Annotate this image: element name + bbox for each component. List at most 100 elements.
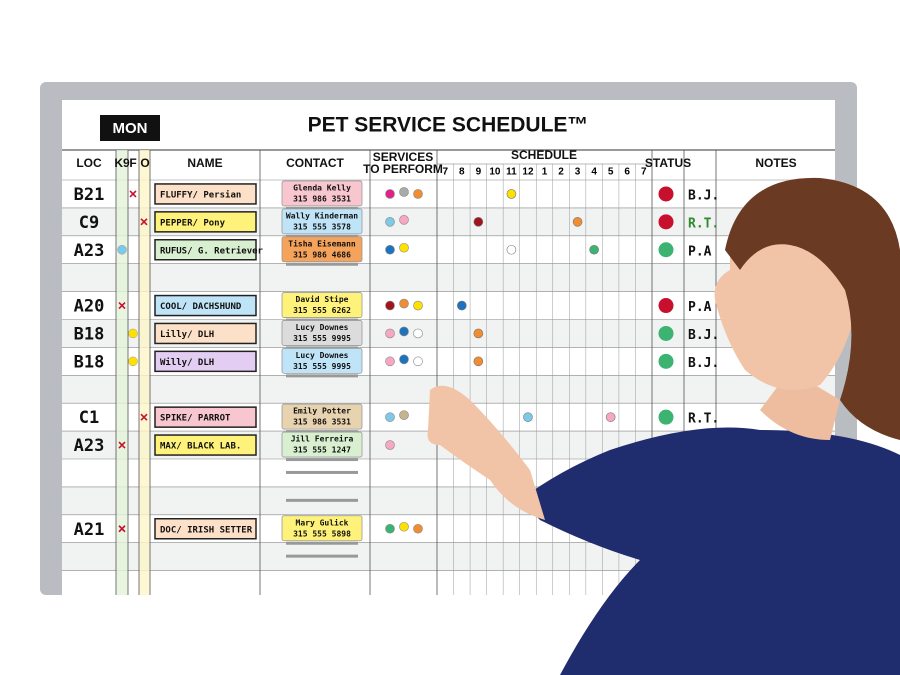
schedule-magnet: [473, 328, 484, 339]
hour-label: 7: [641, 167, 647, 178]
contact-phone: 315 555 1247: [293, 446, 351, 455]
header-services: SERVICES: [373, 150, 433, 164]
contact-phone: 315 555 9995: [293, 362, 351, 371]
service-magnet: [399, 354, 409, 365]
hour-label: 2: [558, 167, 564, 178]
x-mark: [129, 190, 137, 198]
contact-tag: [281, 431, 363, 458]
tag-clip: [286, 498, 358, 502]
service-magnet: [385, 412, 395, 422]
initials: B.J.: [688, 188, 719, 203]
contact-phone: 315 555 6262: [293, 306, 351, 315]
contact-phone: 315 986 4686: [293, 250, 351, 259]
contact-tag: [281, 208, 363, 235]
status-magnet: [658, 298, 674, 314]
contact-tag: [281, 347, 363, 374]
service-magnet: [385, 300, 395, 311]
service-magnet: [385, 328, 395, 339]
name-tag: [154, 434, 257, 456]
service-magnet: [413, 328, 423, 339]
hour-label: 7: [442, 167, 448, 178]
magnet: [117, 245, 127, 255]
contact-name: Lucy Downes: [296, 351, 349, 360]
name-tag: [154, 239, 257, 261]
magnet: [128, 328, 138, 339]
schedule-magnet: [605, 412, 616, 422]
contact-tag: [281, 180, 363, 207]
contact-name: Emily Potter: [293, 406, 351, 416]
pet-name: SPIKE/ PARROT: [160, 414, 231, 424]
schedule-magnet: [506, 189, 517, 199]
schedule-magnet: [457, 300, 467, 311]
location: A20: [74, 297, 105, 317]
woman: [427, 177, 900, 675]
contact-name: Lucy Downes: [296, 323, 349, 332]
board-title: PET SERVICE SCHEDULE™: [308, 114, 589, 137]
location: A21: [74, 520, 105, 540]
header-status: STATUS: [645, 156, 691, 170]
tag-clip: [286, 470, 358, 474]
schedule-magnet: [523, 412, 533, 422]
pet-name: COOL/ DACHSHUND: [160, 302, 242, 312]
status-magnet: [658, 214, 674, 230]
x-mark: [118, 525, 126, 533]
schedule-magnet: [506, 244, 517, 255]
name-tag: [154, 294, 257, 317]
service-magnet: [399, 215, 409, 225]
service-magnet: [413, 189, 423, 199]
o-stripe: [139, 150, 150, 595]
contact-phone: 315 986 3531: [293, 418, 351, 427]
header-schedule: SCHEDULE: [511, 148, 577, 162]
service-magnet: [399, 298, 409, 309]
location: C1: [79, 408, 99, 428]
contact-name: Jill Ferreira: [291, 434, 354, 444]
tag-clip: [286, 541, 358, 545]
name-tag: [154, 518, 257, 540]
location: A23: [74, 436, 105, 456]
contact-tag: [281, 236, 363, 263]
service-magnet: [385, 244, 395, 255]
contact-name: Mary Gulick: [296, 517, 349, 527]
contact-tag: [281, 292, 363, 318]
hour-label: 1: [542, 167, 548, 178]
schedule-magnet: [589, 244, 599, 255]
initials: R.T.: [688, 412, 719, 427]
tag-clip: [286, 318, 358, 322]
hour-label: 9: [476, 167, 482, 178]
contact-phone: 315 555 5898: [293, 529, 351, 538]
header-k9: K9: [114, 156, 130, 170]
status-magnet: [658, 325, 674, 341]
hour-label: 10: [489, 167, 501, 178]
initials: R.T.: [688, 216, 719, 231]
initials: P.A: [688, 244, 712, 259]
status-magnet: [658, 353, 674, 369]
header-services: TO PERFORM: [363, 162, 443, 176]
contact-tag: [281, 515, 363, 542]
initials: P.A: [688, 300, 712, 315]
initials: B.J.: [688, 356, 719, 371]
status-magnet: [658, 186, 674, 202]
contact-phone: 315 986 3531: [293, 194, 351, 203]
hour-label: 8: [459, 167, 465, 178]
initials: B.J.: [688, 328, 719, 343]
service-magnet: [399, 326, 409, 337]
contact-tag: [281, 320, 363, 346]
x-mark: [140, 218, 148, 226]
name-tag: [154, 350, 257, 373]
location: B18: [74, 352, 105, 372]
schedule-magnet: [473, 356, 484, 367]
x-mark: [118, 301, 126, 310]
service-magnet: [385, 523, 395, 534]
header-contact: CONTACT: [286, 156, 344, 170]
name-tag: [154, 211, 257, 233]
pet-name: PEPPER/ Pony: [160, 218, 226, 228]
magnet: [128, 356, 138, 367]
x-mark: [140, 413, 148, 421]
hour-label: 5: [608, 167, 614, 178]
tag-clip: [286, 262, 358, 266]
contact-phone: 315 555 9995: [293, 334, 351, 343]
pet-name: Lilly/ DLH: [160, 329, 214, 340]
contact-name: Glenda Kelly: [293, 183, 351, 192]
service-magnet: [385, 189, 395, 199]
tag-clip: [286, 206, 358, 210]
